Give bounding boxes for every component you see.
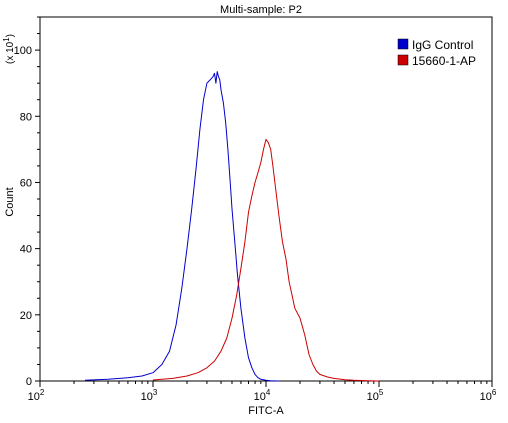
- y-ticks: 0 20 40 60 80 100: [14, 16, 40, 388]
- series-lines: [84, 71, 380, 382]
- x-tick-label: 104: [254, 388, 271, 403]
- y-tick-label: 80: [20, 111, 32, 123]
- legend-swatch-15660-1-ap: [397, 54, 409, 66]
- legend-label-igg-control: IgG Control: [412, 38, 473, 52]
- y-tick-label: 60: [20, 177, 32, 189]
- series-line-15660-1-ap: [152, 138, 380, 382]
- legend-swatch-igg-control: [397, 38, 409, 50]
- y-tick-label: 0: [26, 376, 32, 388]
- x-tick-label: 103: [141, 388, 158, 403]
- legend: IgG Control 15660-1-AP: [397, 38, 476, 68]
- y-tick-label: 100: [14, 45, 32, 57]
- x-ticks: 102 103 104 105 106: [28, 381, 497, 403]
- x-tick-label: 102: [28, 388, 45, 403]
- y-scale-note: (x 101): [2, 34, 16, 64]
- x-tick-label: 106: [480, 388, 497, 403]
- chart-title: Multi-sample: P2: [220, 4, 302, 16]
- y-tick-label: 40: [20, 244, 32, 256]
- legend-label-15660-1-ap: 15660-1-AP: [412, 54, 476, 68]
- y-tick-label: 20: [20, 310, 32, 322]
- y-axis-label: Count: [4, 187, 16, 216]
- x-tick-label: 105: [367, 388, 384, 403]
- series-line-igg-control: [84, 71, 279, 382]
- plot-frame: [39, 16, 493, 382]
- x-axis-label: FITC-A: [248, 405, 284, 417]
